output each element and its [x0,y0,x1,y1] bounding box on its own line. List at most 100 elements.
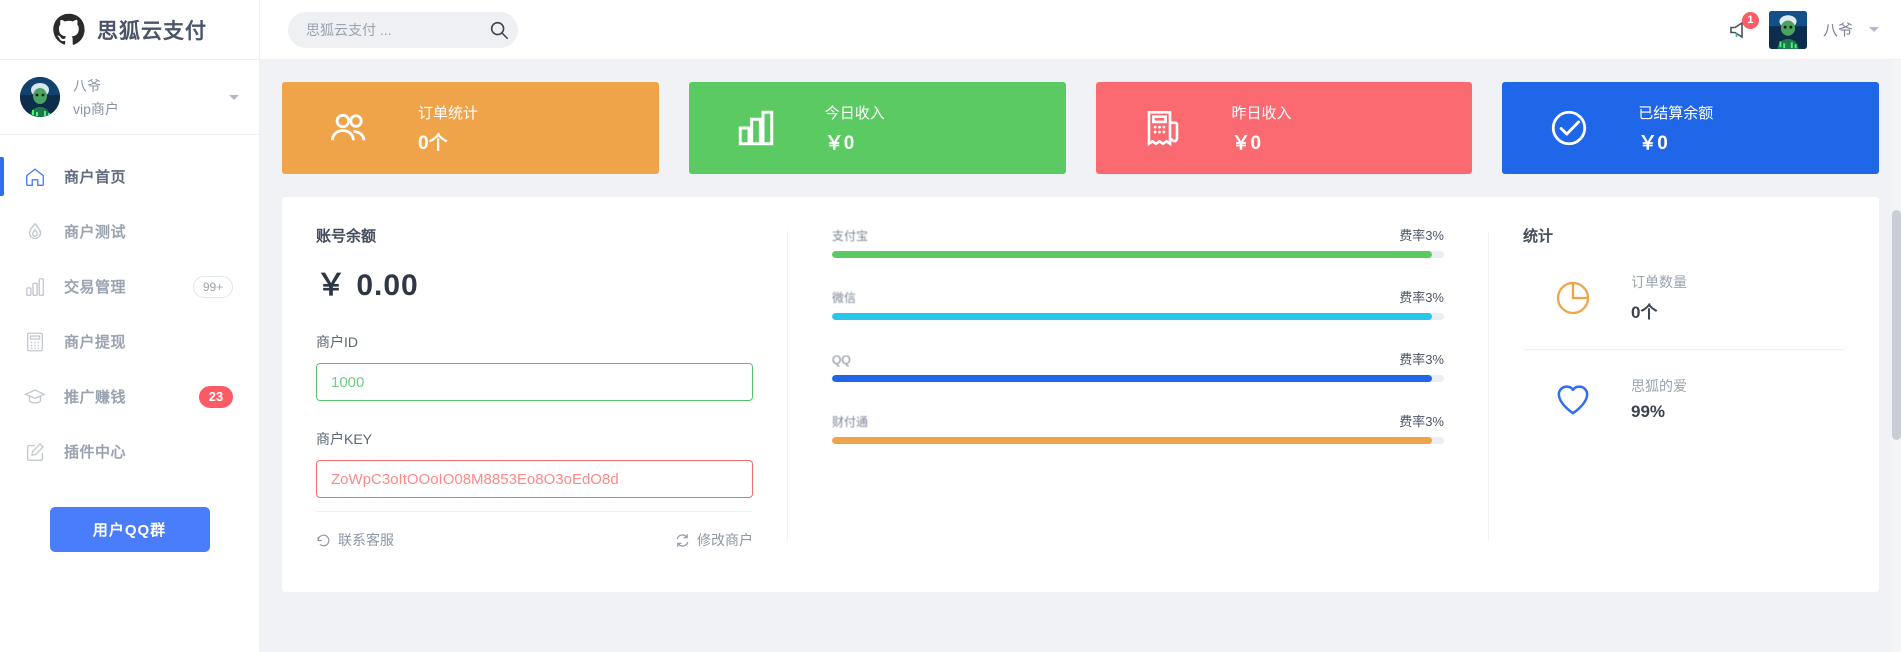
sidebar-item-label: 商户首页 [64,169,127,186]
sidebar-badge-promotion: 23 [199,385,233,408]
sidebar-item-merchant-home[interactable]: 商户首页 [0,149,259,204]
wechat-logo-icon: 微信 [832,291,856,305]
topbar-right: 1 [1727,10,1879,49]
modify-merchant-label: 修改商户 [697,532,753,548]
search-input[interactable] [306,21,488,38]
home-icon [26,167,44,186]
statistics-item-love: 思狐的爱 99% [1523,349,1845,448]
stat-value: ￥0 [1638,132,1668,154]
stat-texts: 已结算余额 ￥0 [1638,102,1713,155]
merchant-key-label: 商户KEY [316,431,373,447]
statistics-item-order-count: 订单数量 0个 [1523,246,1845,349]
content: 订单统计 0个 今日收入 ￥0 [260,60,1901,652]
panel-divider-right [1488,231,1489,541]
channel-progress-track [832,313,1444,320]
user-avatar-art [1768,10,1807,49]
chevron-down-icon[interactable] [1869,27,1879,32]
sidebar-item-plugin-center[interactable]: 插件中心 [0,424,259,479]
pie-chart-icon [1556,281,1590,314]
calculator-icon [27,332,43,351]
sidebar-item-transaction-management[interactable]: 交易管理 99+ [0,259,259,314]
statistics-texts: 订单数量 0个 [1631,272,1687,323]
contact-support-link[interactable]: 联系客服 [316,530,394,550]
topbar-username[interactable]: 八爷 [1822,22,1853,39]
stat-texts: 昨日收入 ￥0 [1232,102,1292,155]
modify-merchant-link[interactable]: 修改商户 [675,530,753,550]
tenpay-logo-text: 财付通 [832,415,868,429]
edit-square-icon [26,442,45,461]
channel-rates-section: 支付宝 费率3% 微信 费率3% [788,225,1488,592]
sidebar-menu: 商户首页 商户测试 交易管理 99+ [0,135,259,479]
brand[interactable]: 思狐云支付 [0,0,259,60]
notification-count-badge: 1 [1741,11,1759,29]
stat-title: 昨日收入 [1231,104,1292,122]
topbar-avatar[interactable] [1768,10,1807,49]
receipt-icon [1147,110,1178,147]
search-box[interactable] [288,11,518,48]
channel-progress-fill [832,375,1432,382]
stat-value: ￥0 [1231,132,1262,154]
qq-group-button[interactable]: 用户QQ群 [49,507,210,552]
sidebar: 思狐云支付 八爷 vip商 [0,0,260,652]
alipay-logo-text: 支付宝 [832,229,868,243]
bar-chart-icon [26,277,45,296]
channel-head: 财付通 费率3% [832,411,1444,430]
notifications-button[interactable]: 1 [1727,11,1759,43]
merchant-id-label: 商户ID [316,334,358,350]
stat-card-settled-balance[interactable]: 已结算余额 ￥0 [1502,82,1879,174]
qq-logo-icon: QQ [832,353,851,367]
search-icon[interactable] [488,19,510,41]
contact-support-label: 联系客服 [338,532,394,548]
qq-logo-text: QQ [832,353,851,367]
balance-label: 账号余额 [316,228,377,245]
channel-rate-label: 费率3% [1399,228,1444,243]
tenpay-logo-icon: 财付通 [832,415,868,429]
bar-chart-icon [738,110,773,146]
channel-progress-fill [832,313,1432,320]
alipay-logo-icon: 支付宝 [832,229,868,243]
user-avatar-art [20,77,60,117]
chevron-down-icon[interactable] [229,94,239,100]
users-icon [330,113,366,141]
channel-progress-track [832,251,1444,258]
merchant-key-input[interactable] [316,460,753,498]
panel-divider-left [787,231,788,541]
sidebar-item-label: 商户提现 [64,334,127,351]
heart-icon [1557,385,1589,415]
merchant-key-field: 商户KEY [316,429,753,498]
stat-title: 订单统计 [418,104,479,122]
brand-title: 思狐云支付 [97,19,207,43]
sidebar-profile[interactable]: 八爷 vip商户 [0,60,259,135]
wechat-logo-text: 微信 [832,291,856,305]
merchant-id-field: 商户ID [316,332,753,401]
graduation-cap-icon [24,388,46,404]
sidebar-item-promotion-earnings[interactable]: 推广赚钱 23 [0,369,259,424]
profile-role: vip商户 [73,100,119,117]
sidebar-item-merchant-withdraw[interactable]: 商户提现 [0,314,259,369]
stat-card-yesterday-income[interactable]: 昨日收入 ￥0 [1095,82,1473,174]
page-scrollbar[interactable] [1892,60,1901,652]
stat-card-today-income[interactable]: 今日收入 ￥0 [688,82,1066,174]
drop-icon [28,222,42,239]
channel-row-tenpay: 财付通 费率3% [832,411,1444,444]
refresh-icon [676,533,689,547]
megaphone-icon [1730,21,1743,38]
channel-rate-label: 费率3% [1399,290,1444,305]
channel-row-alipay: 支付宝 费率3% [832,225,1444,258]
history-icon [317,534,330,546]
merchant-id-input[interactable] [316,363,753,401]
channel-row-wechat: 微信 费率3% [832,287,1444,320]
channel-head: 微信 费率3% [832,287,1444,306]
stat-card-order-count[interactable]: 订单统计 0个 [282,82,659,174]
main-area: 1 [260,0,1901,652]
stat-value: ￥0 [824,132,855,154]
page-scrollbar-thumb[interactable] [1892,210,1901,440]
github-mark-icon [53,13,85,45]
profile-name: 八爷 [73,77,101,94]
statistics-title: 统计 [1523,228,1554,245]
sidebar-item-label: 交易管理 [64,279,127,296]
channel-rate-label: 费率3% [1399,352,1444,367]
account-actions: 联系客服 修改商户 [316,511,753,550]
sidebar-item-merchant-test[interactable]: 商户测试 [0,204,259,259]
stat-title: 已结算余额 [1638,104,1714,122]
